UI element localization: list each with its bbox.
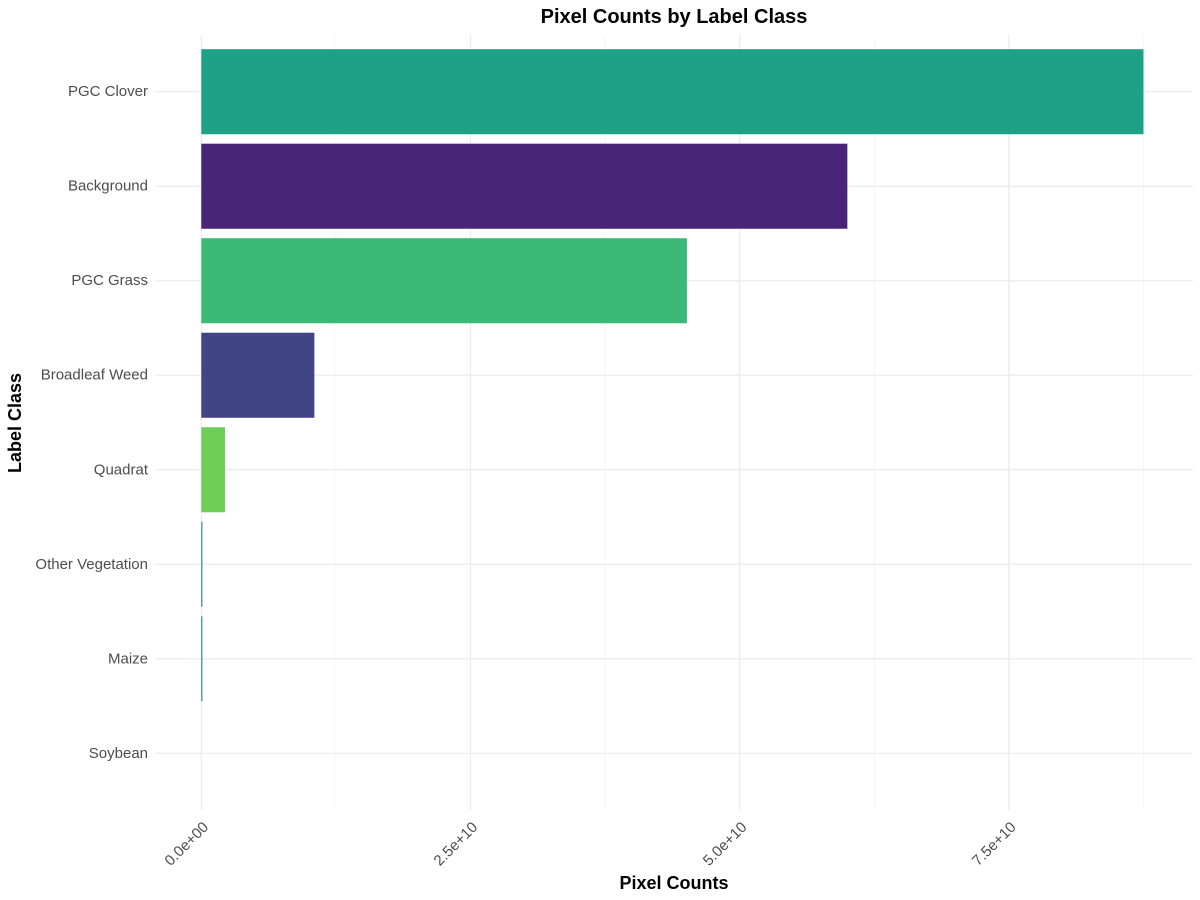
y-axis-ticks: PGC Clover Background PGC Grass Broadleaf W… — [35, 83, 148, 762]
y-tick-label: Soybean — [89, 745, 148, 762]
y-tick-label: Other Vegetation — [35, 556, 148, 573]
y-tick-label: Broadleaf Weed — [41, 367, 148, 384]
bar — [201, 521, 203, 607]
x-axis-title: Pixel Counts — [619, 873, 728, 893]
x-tick-label: 7.5e+10 — [969, 819, 1020, 870]
bars — [201, 49, 1144, 702]
bar — [201, 616, 203, 702]
x-tick-label: 2.5e+10 — [431, 819, 482, 870]
bar — [201, 332, 315, 418]
x-axis-ticks: 0.0e+00 2.5e+10 5.0e+10 7.5e+10 — [161, 819, 1019, 870]
bar — [201, 143, 848, 229]
bar — [201, 238, 687, 324]
y-tick-label: Background — [68, 178, 148, 195]
y-tick-label: Quadrat — [94, 461, 149, 478]
bar — [201, 49, 1144, 135]
y-axis-title: Label Class — [5, 373, 25, 473]
x-tick-label: 5.0e+10 — [700, 819, 751, 870]
chart-title: Pixel Counts by Label Class — [541, 6, 808, 28]
y-tick-label: Maize — [108, 650, 148, 667]
y-tick-label: PGC Grass — [71, 272, 148, 289]
x-tick-label: 0.0e+00 — [161, 819, 212, 870]
bar — [201, 427, 225, 513]
y-tick-label: PGC Clover — [68, 83, 148, 100]
